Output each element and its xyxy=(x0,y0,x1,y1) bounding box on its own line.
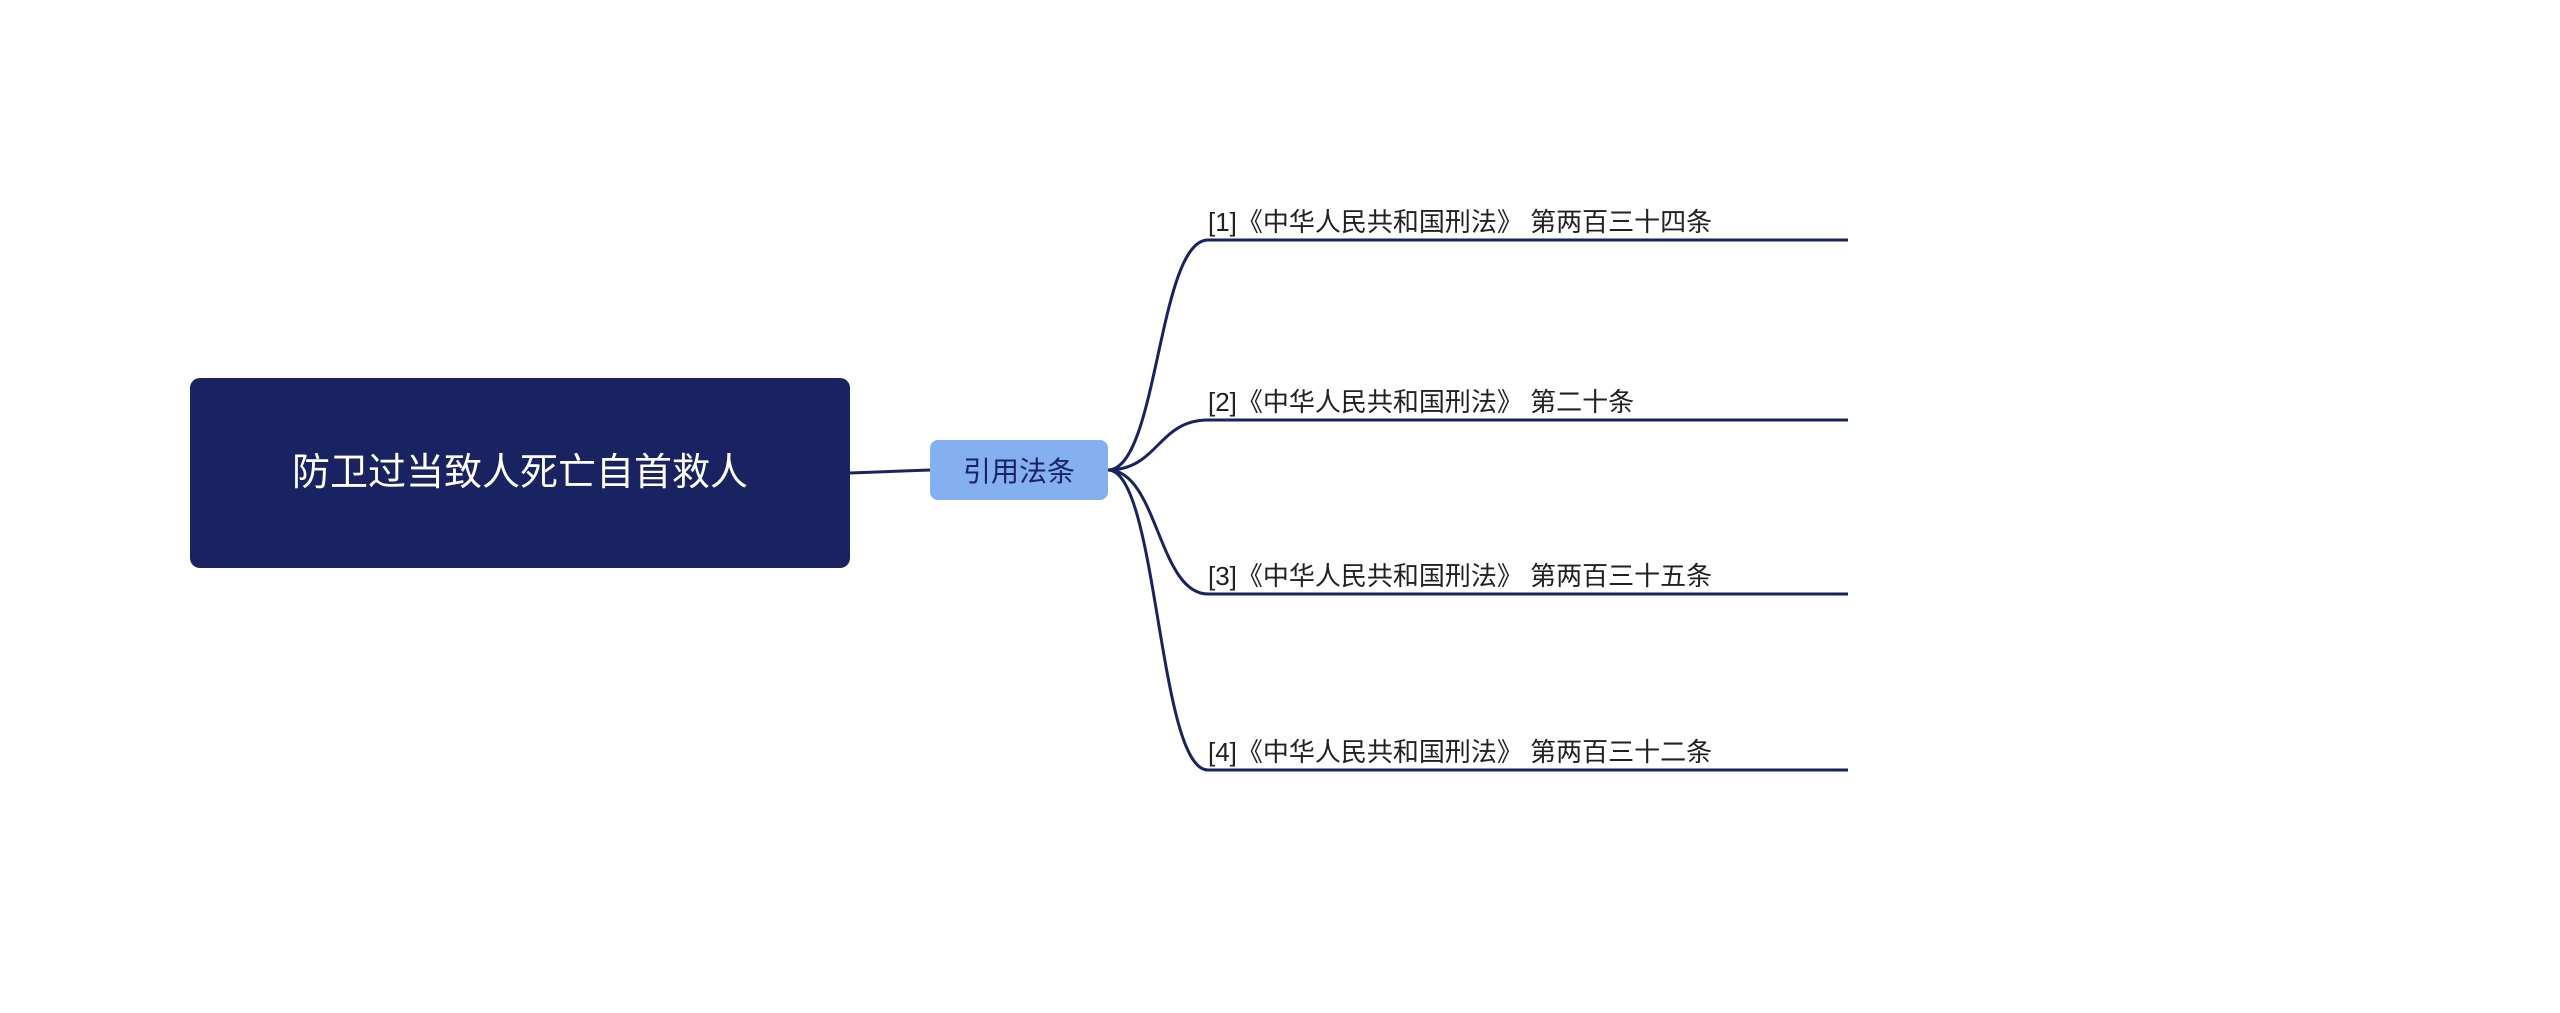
leaf-node: [1]《中华人民共和国刑法》 第两百三十四条 xyxy=(1208,200,1848,240)
mid-node-label: 引用法条 xyxy=(963,450,1075,490)
leaf-node-label: [3]《中华人民共和国刑法》 第两百三十五条 xyxy=(1208,556,1712,593)
mindmap-diagram: 防卫过当致人死亡自首救人 引用法条 [1]《中华人民共和国刑法》 第两百三十四条… xyxy=(0,0,2560,1013)
leaf-node: [2]《中华人民共和国刑法》 第二十条 xyxy=(1208,380,1848,420)
leaf-node-label: [4]《中华人民共和国刑法》 第两百三十二条 xyxy=(1208,732,1712,769)
mid-node: 引用法条 xyxy=(930,440,1108,500)
leaf-node-label: [1]《中华人民共和国刑法》 第两百三十四条 xyxy=(1208,202,1712,239)
leaf-node: [3]《中华人民共和国刑法》 第两百三十五条 xyxy=(1208,554,1848,594)
leaf-node: [4]《中华人民共和国刑法》 第两百三十二条 xyxy=(1208,730,1848,770)
root-node: 防卫过当致人死亡自首救人 xyxy=(190,378,850,568)
leaf-node-label: [2]《中华人民共和国刑法》 第二十条 xyxy=(1208,382,1634,419)
root-node-label: 防卫过当致人死亡自首救人 xyxy=(292,445,748,502)
